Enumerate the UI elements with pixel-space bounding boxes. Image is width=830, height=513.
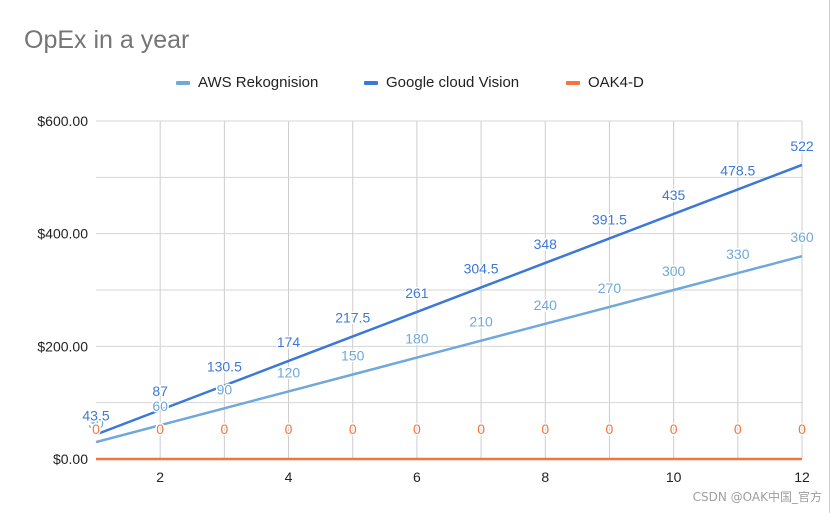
legend-item-aws-rekognision[interactable]: AWS Rekognision	[176, 74, 318, 91]
data-label-oak4-d: 0	[92, 421, 100, 437]
data-label-google-cloud-vision: 304.5	[464, 260, 499, 276]
x-tick-label: 6	[413, 469, 421, 485]
data-label-oak4-d: 0	[541, 421, 549, 437]
data-label-oak4-d: 0	[734, 421, 742, 437]
x-tick-label: 8	[541, 469, 549, 485]
data-label-oak4-d: 0	[156, 421, 164, 437]
x-tick-label: 4	[285, 469, 293, 485]
legend-item-google-cloud-vision[interactable]: Google cloud Vision	[364, 74, 519, 91]
data-label-google-cloud-vision: 87	[152, 383, 168, 399]
legend-swatch-aws	[176, 80, 190, 85]
data-label-oak4-d: 0	[220, 421, 228, 437]
data-label-aws-rekognision: 60	[152, 398, 168, 414]
data-label-google-cloud-vision: 348	[534, 236, 558, 252]
data-label-oak4-d: 0	[285, 421, 293, 437]
data-label-google-cloud-vision: 217.5	[335, 309, 370, 325]
y-tick-label: $0.00	[53, 451, 88, 467]
data-label-google-cloud-vision: 391.5	[592, 211, 627, 227]
legend-label-aws: AWS Rekognision	[198, 74, 319, 91]
data-label-oak4-d: 0	[413, 421, 421, 437]
chart-title: OpEx in a year	[24, 26, 190, 54]
data-label-google-cloud-vision: 522	[790, 138, 814, 154]
series-line-google-cloud-vision	[95, 163, 803, 436]
data-label-aws-rekognision: 240	[534, 297, 558, 313]
data-label-google-cloud-vision: 43.5	[82, 407, 109, 423]
data-label-oak4-d: 0	[606, 421, 614, 437]
data-label-oak4-d: 0	[798, 421, 806, 437]
legend-swatch-google	[364, 80, 378, 85]
y-tick-label: $600.00	[37, 113, 88, 129]
legend-swatch-oak	[566, 80, 580, 85]
x-tick-label: 2	[156, 469, 164, 485]
data-label-oak4-d: 0	[477, 421, 485, 437]
watermark-text: CSDN @OAK中国_官方	[692, 490, 822, 504]
data-label-aws-rekognision: 270	[598, 280, 622, 296]
data-label-aws-rekognision: 120	[277, 364, 301, 380]
data-label-aws-rekognision: 30	[88, 415, 104, 431]
data-label-aws-rekognision: 330	[726, 246, 750, 262]
x-tick-label: 12	[794, 469, 810, 485]
legend-label-google: Google cloud Vision	[386, 74, 520, 91]
data-label-aws-rekognision: 210	[469, 314, 493, 330]
legend-label-oak: OAK4-D	[588, 74, 644, 91]
data-label-google-cloud-vision: 130.5	[207, 358, 242, 374]
data-label-aws-rekognision: 360	[790, 229, 814, 245]
data-label-aws-rekognision: 180	[405, 331, 429, 347]
chart-legend: AWS Rekognision Google cloud Vision OAK4…	[0, 74, 830, 96]
data-label-google-cloud-vision: 435	[662, 187, 686, 203]
data-label-google-cloud-vision: 261	[405, 285, 429, 301]
legend-item-oak4-d[interactable]: OAK4-D	[566, 74, 644, 91]
data-label-oak4-d: 0	[670, 421, 678, 437]
data-label-aws-rekognision: 150	[341, 348, 365, 364]
data-label-google-cloud-vision: 478.5	[720, 162, 755, 178]
x-tick-label: 10	[666, 469, 682, 485]
data-label-oak4-d: 0	[349, 421, 357, 437]
series-line-aws-rekognision	[95, 254, 803, 444]
y-tick-label: $200.00	[37, 338, 88, 354]
y-tick-label: $400.00	[37, 226, 88, 242]
data-label-aws-rekognision: 300	[662, 263, 686, 279]
data-label-aws-rekognision: 90	[217, 381, 233, 397]
data-label-google-cloud-vision: 174	[277, 334, 301, 350]
